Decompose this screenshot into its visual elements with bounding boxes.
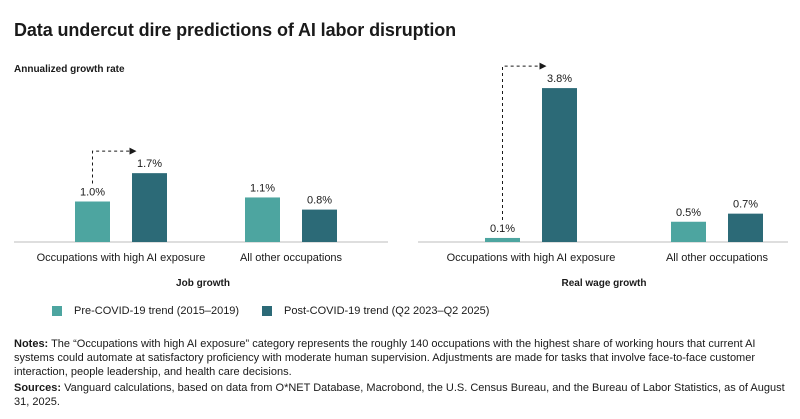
notes-text: The “Occupations with high AI exposure” … [14, 338, 756, 378]
sources-label: Sources: [14, 382, 62, 394]
legend-item-post: Post-COVID-19 trend (Q2 2023–Q2 2025) [262, 304, 489, 318]
legend-label-post: Post-COVID-19 trend (Q2 2023–Q2 2025) [284, 305, 490, 317]
bar-post-1 [728, 213, 763, 242]
trend-arrow [502, 62, 547, 220]
y-axis-label: Annualized growth rate [14, 64, 125, 75]
bar-pre-1 [245, 197, 280, 242]
notes: Notes: The “Occupations with high AI exp… [14, 337, 794, 379]
bar-post-0 [542, 88, 577, 242]
panel-title: Job growth [176, 278, 230, 289]
data-label-pre-1: 1.1% [250, 182, 275, 194]
trend-arrow [92, 147, 137, 184]
chart-title: Data undercut dire predictions of AI lab… [14, 20, 457, 40]
data-label-pre-0: 0.1% [490, 223, 515, 235]
data-label-post-1: 0.7% [733, 199, 758, 211]
notes-label: Notes: [14, 338, 49, 350]
legend-swatch-post [262, 306, 272, 316]
data-label-post-0: 1.7% [137, 158, 162, 170]
legend-item-pre: Pre-COVID-19 trend (2015–2019) [52, 304, 239, 318]
legend-swatch-pre [52, 306, 62, 316]
sources-text: Vanguard calculations, based on data fro… [14, 382, 785, 408]
legend-label-pre: Pre-COVID-19 trend (2015–2019) [74, 305, 240, 317]
charts-svg: 1.0% 1.7% Occupations with high AI exposur… [14, 62, 788, 289]
x-tick-label: All other occupations [240, 252, 343, 264]
data-label-post-0: 3.8% [547, 73, 572, 85]
sources: Sources: Vanguard calculations, based on… [14, 381, 794, 409]
x-tick-label: Occupations with high AI exposure [37, 252, 206, 264]
bar-pre-0 [75, 201, 110, 242]
x-tick-label: Occupations with high AI exposure [447, 252, 616, 264]
bar-post-1 [302, 209, 337, 242]
data-label-post-1: 0.8% [307, 195, 332, 207]
x-tick-label: All other occupations [666, 252, 769, 264]
data-label-pre-0: 1.0% [80, 187, 105, 199]
data-label-pre-1: 0.5% [676, 207, 701, 219]
bar-post-0 [132, 173, 167, 242]
bar-pre-0 [485, 237, 520, 242]
panel-title: Real wage growth [561, 278, 646, 289]
bar-pre-1 [671, 221, 706, 242]
